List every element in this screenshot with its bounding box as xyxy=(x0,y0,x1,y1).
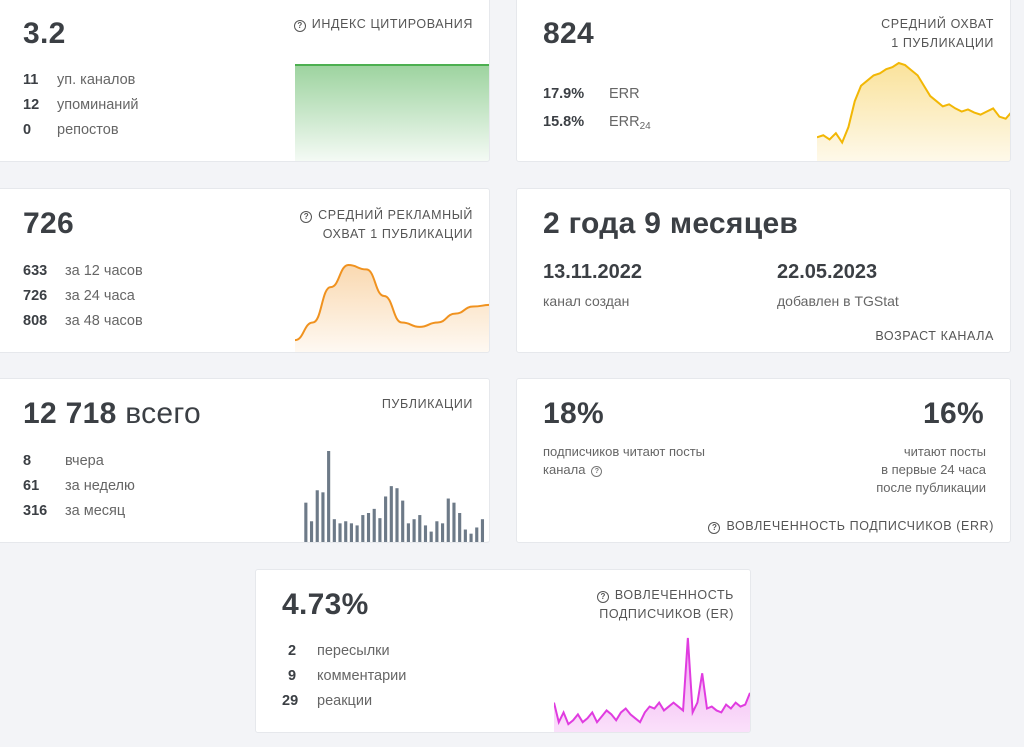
bar xyxy=(355,525,359,542)
bar xyxy=(395,488,399,542)
err-title[interactable]: ? ВОВЛЕЧЕННОСТЬ ПОДПИСЧИКОВ (ERR) xyxy=(708,517,994,536)
bar xyxy=(435,521,439,542)
err-card: 18% подписчиков читают посты канала? 16%… xyxy=(516,378,1011,543)
posts-bar-chart xyxy=(304,451,489,542)
bar xyxy=(389,486,393,542)
er-title[interactable]: ? ВОВЛЕЧЕННОСТЬ ПОДПИСЧИКОВ (ER) xyxy=(596,586,734,624)
reach-value: 824 xyxy=(543,17,594,50)
series-line xyxy=(554,637,750,726)
bar xyxy=(327,451,331,542)
bar xyxy=(344,521,348,542)
citation-card: 3.2 ? ИНДЕКС ЦИТИРОВАНИЯ 11 уп. каналов 12… xyxy=(0,0,490,162)
err-left-value: 18% xyxy=(543,397,604,430)
reach-card: 824 СРЕДНИЙ ОХВАТ 1 ПУБЛИКАЦИИ 17.9% ERR … xyxy=(516,0,1011,162)
er-value: 4.73% xyxy=(282,588,369,621)
bar xyxy=(418,515,422,542)
bar xyxy=(361,515,365,542)
ad-reach-card: 726 ? СРЕДНИЙ РЕКЛАМНЫЙ ОХВАТ 1 ПУБЛИКАЦИ… xyxy=(0,188,490,353)
err-right-desc: читают посты в первые 24 часа после публ… xyxy=(876,444,986,495)
bar xyxy=(384,496,388,542)
bar xyxy=(412,519,416,542)
ad-reach-title[interactable]: ? СРЕДНИЙ РЕКЛАМНЫЙ ОХВАТ 1 ПУБЛИКАЦИИ xyxy=(300,206,473,244)
posts-card: 12 718 всего ПУБЛИКАЦИИ 8 вчера 61 за неде… xyxy=(0,378,490,543)
added-date: 22.05.2023 xyxy=(777,261,878,283)
citation-index-value: 3.2 xyxy=(23,17,66,50)
bar xyxy=(349,523,353,542)
bar xyxy=(315,490,319,542)
bar xyxy=(463,529,467,542)
er-area-chart xyxy=(554,637,750,732)
err-right-value: 16% xyxy=(923,397,984,430)
bar xyxy=(429,531,433,542)
ad-reach-area-chart xyxy=(295,263,489,352)
citation-index-title[interactable]: ? ИНДЕКС ЦИТИРОВАНИЯ xyxy=(293,15,473,34)
bar xyxy=(469,533,473,542)
bar xyxy=(441,523,445,542)
series-line xyxy=(295,263,489,342)
bar xyxy=(458,513,462,542)
help-icon[interactable]: ? xyxy=(596,591,609,603)
bar xyxy=(446,498,450,542)
channel-age-value: 2 года 9 месяцев xyxy=(543,207,799,240)
bar xyxy=(401,500,405,542)
created-date: 13.11.2022 xyxy=(543,261,642,283)
bar xyxy=(423,525,428,542)
bar xyxy=(486,541,489,542)
posts-title: ПУБЛИКАЦИИ xyxy=(381,397,473,411)
bar xyxy=(480,519,485,542)
area-fill xyxy=(554,638,750,732)
bar xyxy=(475,527,479,542)
channel-age-title: ВОЗРАСТ КАНАЛА xyxy=(875,329,994,343)
help-icon[interactable]: ? xyxy=(708,522,721,534)
reach-title: СРЕДНИЙ ОХВАТ 1 ПУБЛИКАЦИИ xyxy=(881,17,994,50)
ad-reach-value: 726 xyxy=(23,207,74,240)
area-fill xyxy=(817,63,1010,161)
added-label: добавлен в TGStat xyxy=(777,293,899,309)
created-label: канал создан xyxy=(543,293,630,309)
help-icon[interactable]: ? xyxy=(300,211,313,223)
bar xyxy=(321,492,325,542)
bar xyxy=(304,502,308,542)
citation-area-chart xyxy=(295,64,489,161)
bar xyxy=(332,519,336,542)
bar xyxy=(338,523,342,542)
posts-total: 12 718 всего xyxy=(23,397,201,430)
help-icon[interactable]: ? xyxy=(591,466,603,477)
reach-area-chart xyxy=(817,61,1010,161)
bar xyxy=(378,518,382,542)
bar xyxy=(366,513,371,542)
help-icon[interactable]: ? xyxy=(293,20,306,32)
bar xyxy=(372,508,376,542)
channel-age-card: 2 года 9 месяцев 13.11.2022 канал создан… xyxy=(516,188,1011,353)
err-left-desc: подписчиков читают посты канала? xyxy=(543,444,706,477)
series-line xyxy=(817,61,1010,145)
area-fill xyxy=(295,65,489,161)
bar xyxy=(452,502,456,542)
bar xyxy=(309,521,314,542)
bar xyxy=(406,523,410,542)
